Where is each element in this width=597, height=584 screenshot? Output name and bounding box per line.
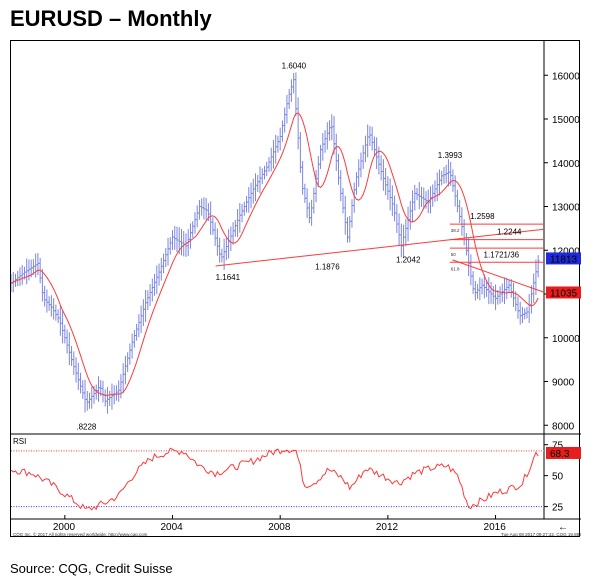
fib-label: 61.8 [451, 266, 460, 271]
rsi-y-tick-label: 25 [552, 503, 564, 514]
price-annotation: 1.6040 [282, 62, 307, 71]
x-tick-label: 2016 [484, 522, 507, 533]
x-tick-label: 2000 [53, 522, 76, 533]
price-annotation: 1.2598 [470, 212, 495, 221]
price-badge-label: 11813 [550, 254, 578, 265]
price-badge [546, 252, 581, 265]
rsi-line [11, 447, 539, 511]
price-badge [546, 286, 581, 299]
chart-frame: 8000900010000110001200013000140001500016… [10, 40, 581, 537]
price-annotation: 1.1721/36 [484, 250, 520, 259]
y-tick-label: 14000 [552, 159, 580, 170]
price-badge-label: 11035 [550, 288, 578, 299]
y-tick-label: 13000 [552, 203, 580, 214]
price-annotation: 1.3993 [438, 151, 463, 160]
fib-label: 50 [451, 252, 457, 257]
rsi-badge-label: 68.3 [550, 449, 570, 460]
x-tick-label: 2008 [268, 522, 291, 533]
price-annotation: .8228 [76, 422, 97, 431]
footer-right: Tue Aug 08 2017 09:27:42, CQG 19.8826 [501, 532, 581, 537]
scroll-left-arrow-icon: ← [558, 522, 568, 533]
rsi-label: RSI [13, 437, 26, 446]
price-annotation: 1.1641 [216, 273, 241, 282]
moving-average-line [11, 112, 539, 396]
y-tick-label: 10000 [552, 334, 580, 345]
rsi-y-tick-label: 50 [552, 472, 564, 483]
trendline-down [452, 259, 545, 293]
price-annotation: 1.2042 [396, 255, 421, 264]
price-chart-svg: 8000900010000110001200013000140001500016… [11, 41, 581, 537]
fib-label: 38.2 [451, 228, 460, 233]
source-note: Source: CQG, Credit Suisse [10, 561, 173, 576]
rsi-badge [546, 446, 581, 459]
price-annotation: 1.2244 [497, 228, 522, 237]
price-annotation: 1.1876 [315, 263, 340, 272]
y-tick-label: 9000 [552, 378, 575, 389]
y-tick-label: 8000 [552, 421, 575, 432]
footer-left: CQG Inc. © 2017 All rights reserved worl… [13, 531, 148, 537]
y-tick-label: 12000 [552, 246, 580, 257]
chart-title: EURUSD – Monthly [10, 6, 212, 31]
y-tick-label: 15000 [552, 115, 580, 126]
x-tick-label: 2004 [161, 522, 184, 533]
trendline-support [215, 228, 545, 267]
y-tick-label: 16000 [552, 71, 580, 82]
x-tick-label: 2012 [376, 522, 399, 533]
rsi-y-tick-label: 75 [552, 441, 564, 452]
